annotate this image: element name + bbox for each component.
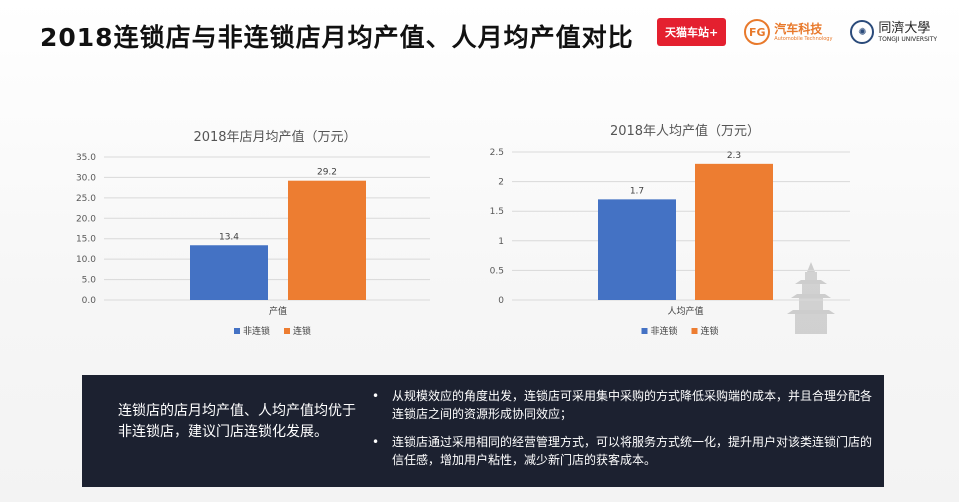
y-tick-label: 0.0	[82, 296, 97, 306]
summary-bullets: • 从规模效应的角度出发，连锁店可采用集中采购的方式降低采购端的成本，并且合理分…	[372, 387, 872, 479]
legend-swatch	[641, 328, 648, 334]
y-tick-label: 1.5	[490, 207, 504, 217]
bullet-item: • 连锁店通过采用相同的经营管理方式，可以将服务方式统一化，提升用户对该类连锁门…	[372, 433, 872, 469]
x-tick-label: 产值	[269, 305, 287, 317]
summary-panel: 连锁店的店月均产值、人均产值均优于非连锁店，建议门店连锁化发展。 • 从规模效应…	[82, 375, 884, 487]
bullet-symbol: •	[372, 389, 380, 403]
pagoda-decoration-icon	[787, 262, 835, 334]
legend-entry: 非连锁	[243, 325, 270, 337]
bullet-item: • 从规模效应的角度出发，连锁店可采用集中采购的方式降低采购端的成本，并且合理分…	[372, 387, 872, 423]
y-tick-label: 25.0	[76, 194, 96, 204]
fg-logo-sub: Automobile Technology	[774, 35, 833, 42]
y-tick-label: 1	[498, 237, 504, 247]
fg-logo: FG 汽车科技 Automobile Technology	[744, 19, 832, 45]
bar-连锁	[695, 163, 773, 300]
legend-swatch	[234, 328, 240, 334]
tongji-seal-icon: ✺	[850, 20, 875, 44]
bullet-text: 从规模效应的角度出发，连锁店可采用集中采购的方式降低采购端的成本，并且合理分配各…	[392, 389, 873, 421]
logo-bar: 天猫车站+ FG 汽车科技 Automobile Technology ✺ 同濟…	[657, 18, 937, 46]
page-title: 2018连锁店与非连锁店月均产值、人月均产值对比	[40, 23, 634, 52]
tmall-logo: 天猫车站+	[657, 18, 727, 46]
bullet-symbol: •	[372, 435, 380, 449]
legend-entry: 非连锁	[651, 325, 678, 337]
y-tick-label: 10.0	[76, 255, 96, 265]
chart2-title: 2018年人均产值（万元）	[609, 124, 761, 139]
chart1-title: 2018年店月均产值（万元）	[193, 130, 357, 145]
fg-logo-name: 汽车科技	[774, 21, 823, 36]
data-label: 13.4	[219, 232, 239, 242]
legend-entry: 连锁	[701, 325, 719, 337]
y-tick-label: 30.0	[76, 173, 96, 183]
summary-conclusion: 连锁店的店月均产值、人均产值均优于非连锁店，建议门店连锁化发展。	[118, 403, 356, 440]
data-label: 29.2	[317, 168, 337, 178]
legend-swatch	[691, 328, 698, 334]
y-tick-label: 35.0	[76, 153, 96, 163]
y-tick-label: 2.5	[490, 148, 504, 158]
bar-连锁	[288, 180, 366, 300]
fg-mark-icon: FG	[744, 19, 771, 45]
y-tick-label: 2	[498, 178, 504, 188]
y-tick-label: 15.0	[76, 235, 96, 245]
x-tick-label: 人均产值	[667, 305, 703, 317]
y-tick-label: 0	[498, 296, 504, 306]
legend-entry: 连锁	[293, 325, 311, 337]
bar-非连锁	[598, 199, 676, 300]
y-tick-label: 0.5	[490, 266, 504, 276]
tongji-logo: ✺ 同濟大學 TONGJI UNIVERSITY	[850, 20, 937, 44]
data-label: 1.7	[630, 186, 644, 196]
legend-swatch	[284, 328, 290, 334]
tongji-logo-sub: TONGJI UNIVERSITY	[878, 35, 937, 43]
tongji-logo-name: 同濟大學	[878, 20, 931, 36]
chart1: 0.0 5.0 10.0 15.0 20.0 25.0 30.0 35.0 13.4 29.2 产值…	[76, 153, 430, 337]
y-tick-label: 20.0	[76, 214, 96, 224]
data-label: 2.3	[727, 151, 741, 161]
bullet-text: 连锁店通过采用相同的经营管理方式，可以将服务方式统一化，提升用户对该类连锁门店的…	[392, 435, 873, 467]
bar-非连锁	[190, 245, 268, 300]
y-tick-label: 5.0	[82, 276, 97, 286]
